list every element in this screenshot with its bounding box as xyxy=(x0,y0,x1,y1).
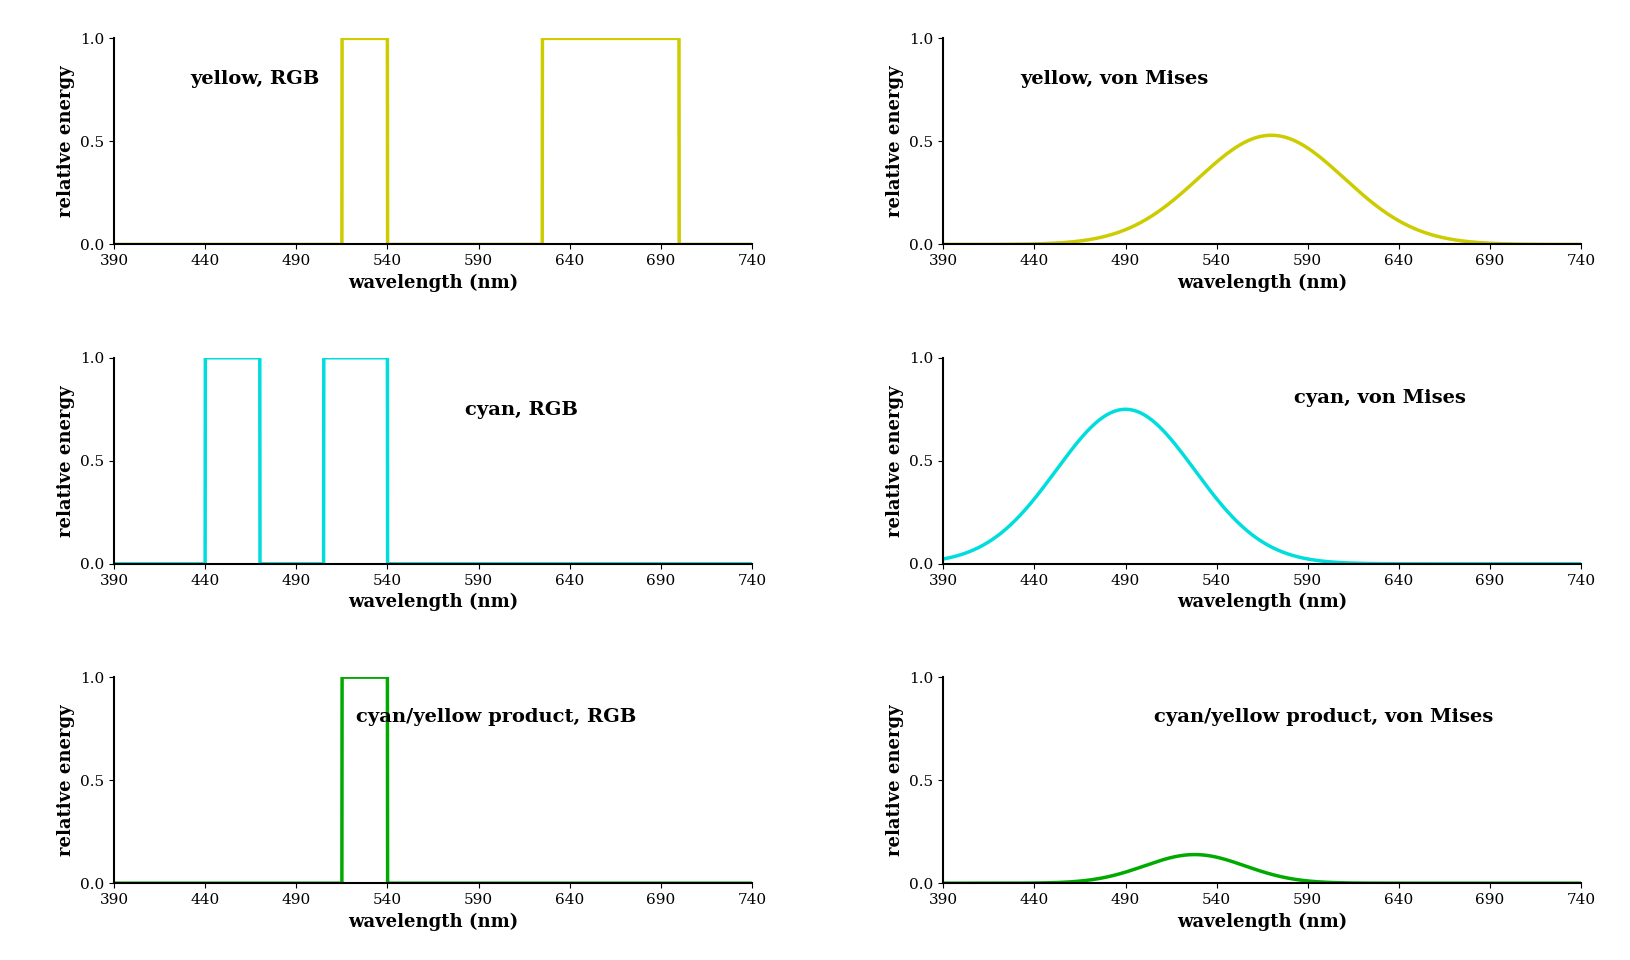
Y-axis label: relative energy: relative energy xyxy=(57,385,75,537)
Text: cyan/yellow product, RGB: cyan/yellow product, RGB xyxy=(357,708,637,727)
Text: yellow, RGB: yellow, RGB xyxy=(191,70,319,87)
Text: cyan/yellow product, von Mises: cyan/yellow product, von Mises xyxy=(1154,708,1493,727)
Text: cyan, RGB: cyan, RGB xyxy=(465,401,579,420)
X-axis label: wavelength (nm): wavelength (nm) xyxy=(1177,912,1348,931)
X-axis label: wavelength (nm): wavelength (nm) xyxy=(347,274,518,292)
Text: cyan, von Mises: cyan, von Mises xyxy=(1294,389,1465,407)
Y-axis label: relative energy: relative energy xyxy=(885,65,903,217)
X-axis label: wavelength (nm): wavelength (nm) xyxy=(1177,593,1348,612)
X-axis label: wavelength (nm): wavelength (nm) xyxy=(347,912,518,931)
Text: yellow, von Mises: yellow, von Mises xyxy=(1020,70,1208,87)
X-axis label: wavelength (nm): wavelength (nm) xyxy=(347,593,518,612)
Y-axis label: relative energy: relative energy xyxy=(885,705,903,856)
Y-axis label: relative energy: relative energy xyxy=(885,385,903,537)
X-axis label: wavelength (nm): wavelength (nm) xyxy=(1177,274,1348,292)
Y-axis label: relative energy: relative energy xyxy=(57,705,75,856)
Y-axis label: relative energy: relative energy xyxy=(57,65,75,217)
